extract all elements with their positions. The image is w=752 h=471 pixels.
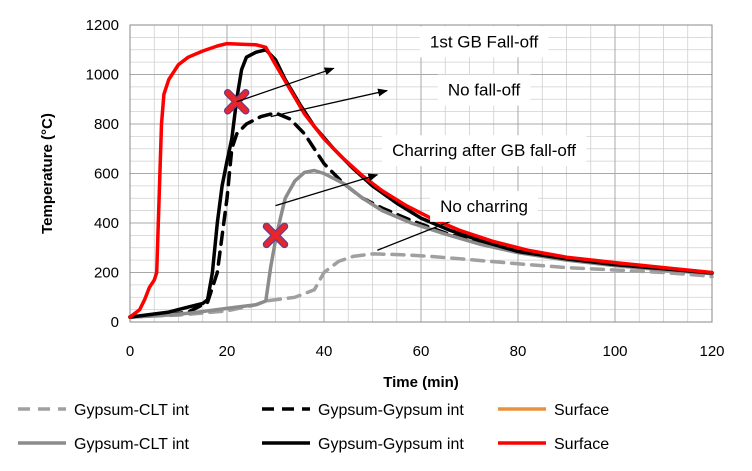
x-tick-label: 100 (602, 343, 627, 360)
annotation-box-1 (437, 74, 531, 106)
annotation-arrow-1 (270, 88, 389, 118)
annotation-arrow-0 (236, 67, 335, 103)
y-tick-label: 1200 (86, 17, 119, 34)
annotation-label-3: No charring (440, 197, 528, 216)
legend-label-3: Gypsum-CLT int (74, 436, 190, 453)
x-axis-title: Time (min) (383, 374, 459, 391)
annotation-box-0 (419, 26, 549, 58)
series-line-5 (128, 41, 714, 319)
legend-label-2: Surface (554, 402, 609, 419)
x-tick-label: 0 (126, 343, 134, 360)
x-tick-label: 40 (316, 343, 333, 360)
y-tick-label: 800 (94, 116, 119, 133)
annotation-label-1: No fall-off (448, 81, 521, 100)
y-tick-label: 200 (94, 265, 119, 282)
legend-label-5: Surface (554, 436, 609, 453)
annotation-arrow-2 (275, 173, 379, 207)
y-tick-label: 600 (94, 166, 119, 183)
annotation-box-3 (430, 190, 538, 222)
x-tick-label: 20 (219, 343, 236, 360)
annotation-label-2: Charring after GB fall-off (392, 141, 576, 160)
annotation-box-2 (382, 135, 587, 167)
marker-cross (264, 223, 287, 247)
x-tick-label: 80 (510, 343, 527, 360)
series-line-4 (128, 48, 714, 319)
y-axis-title: Temperature (°C) (39, 113, 56, 234)
legend-label-1: Gypsum-Gypsum int (318, 402, 464, 419)
plot-frame (129, 24, 713, 323)
x-tick-label: 120 (699, 343, 724, 360)
x-tick-label: 60 (413, 343, 430, 360)
y-tick-label: 0 (111, 314, 119, 331)
legend-label-4: Gypsum-Gypsum int (318, 436, 464, 453)
charring-cross (262, 222, 289, 249)
y-tick-label: 1000 (86, 67, 119, 84)
legend-label-0: Gypsum-CLT int (74, 402, 190, 419)
annotation-label-0: 1st GB Fall-off (430, 32, 539, 51)
y-tick-label: 400 (94, 215, 119, 232)
